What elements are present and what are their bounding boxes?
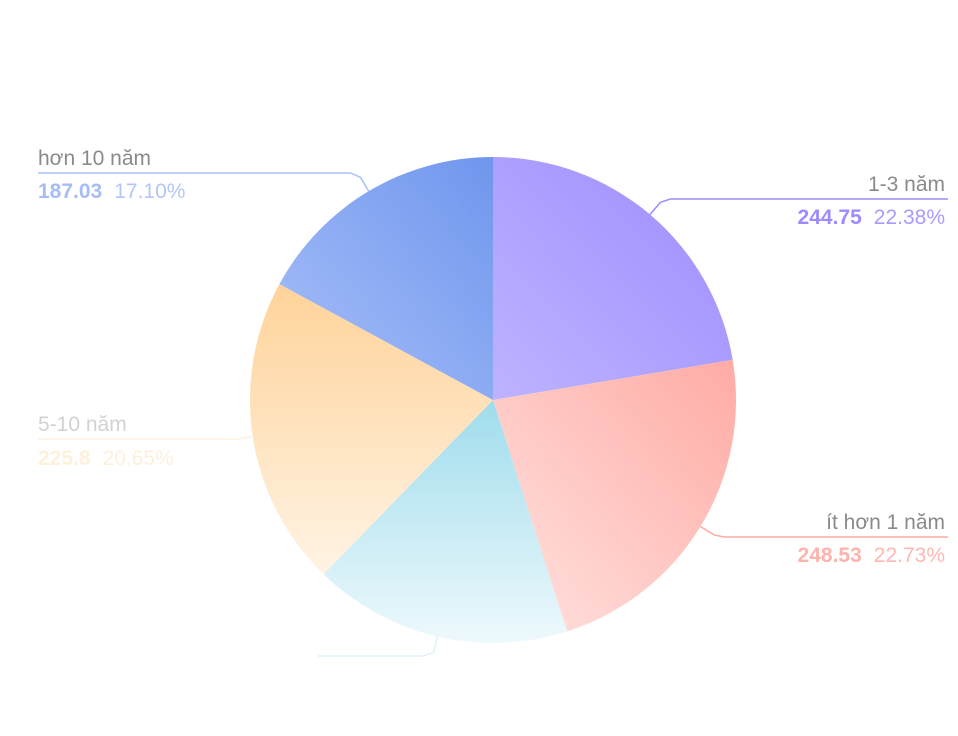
slice-name-label: 5-10 năm <box>38 413 127 436</box>
slice-label-5-10-nam: 5-10 năm 225.8 20.65% <box>38 413 174 470</box>
slice-name-label: 1-3 năm <box>868 173 945 196</box>
slice-label-hon-10-nam: hơn 10 năm 187.03 17.10% <box>38 147 185 203</box>
label-leader-lines <box>38 172 948 657</box>
leader-line <box>318 636 439 657</box>
pie-slice-5-10-năm[interactable] <box>250 284 493 575</box>
slice-value: 248.53 <box>798 544 862 567</box>
leader-line <box>649 198 948 216</box>
slice-value: 187.03 <box>38 180 102 203</box>
slice-value-label: 225.8 20.65% <box>38 447 174 470</box>
pie-slice-ít-hơn-1-năm[interactable] <box>493 359 736 632</box>
pie-slices <box>250 157 736 643</box>
slice-value-label: 244.75 22.38% <box>798 206 945 229</box>
leader-line <box>700 525 948 538</box>
slice-value-label: 187.03 17.10% <box>38 180 185 203</box>
slice-percent: 22.38% <box>874 206 945 229</box>
slice-value: 244.75 <box>798 206 863 229</box>
slice-label-1-3-nam: 1-3 năm 244.75 22.38% <box>798 173 945 229</box>
slice-percent: 17.10% <box>114 180 185 203</box>
pie-slice-hơn-10-năm[interactable] <box>279 157 493 400</box>
leader-line <box>38 435 253 440</box>
slice-name-label: ít hơn 1 năm <box>826 511 945 534</box>
pie-slice-unlabeled[interactable] <box>323 400 568 643</box>
slice-percent: 22.73% <box>874 544 945 567</box>
slice-label-it-hon-1-nam: ít hơn 1 năm 248.53 22.73% <box>798 511 945 567</box>
slice-value-label: 248.53 22.73% <box>798 544 945 567</box>
slice-percent: 20.65% <box>103 447 174 470</box>
slice-value: 225.8 <box>38 447 91 470</box>
pie-slice-1-3-năm[interactable] <box>493 157 733 400</box>
slice-name-label: hơn 10 năm <box>38 147 151 170</box>
leader-line <box>38 172 370 192</box>
